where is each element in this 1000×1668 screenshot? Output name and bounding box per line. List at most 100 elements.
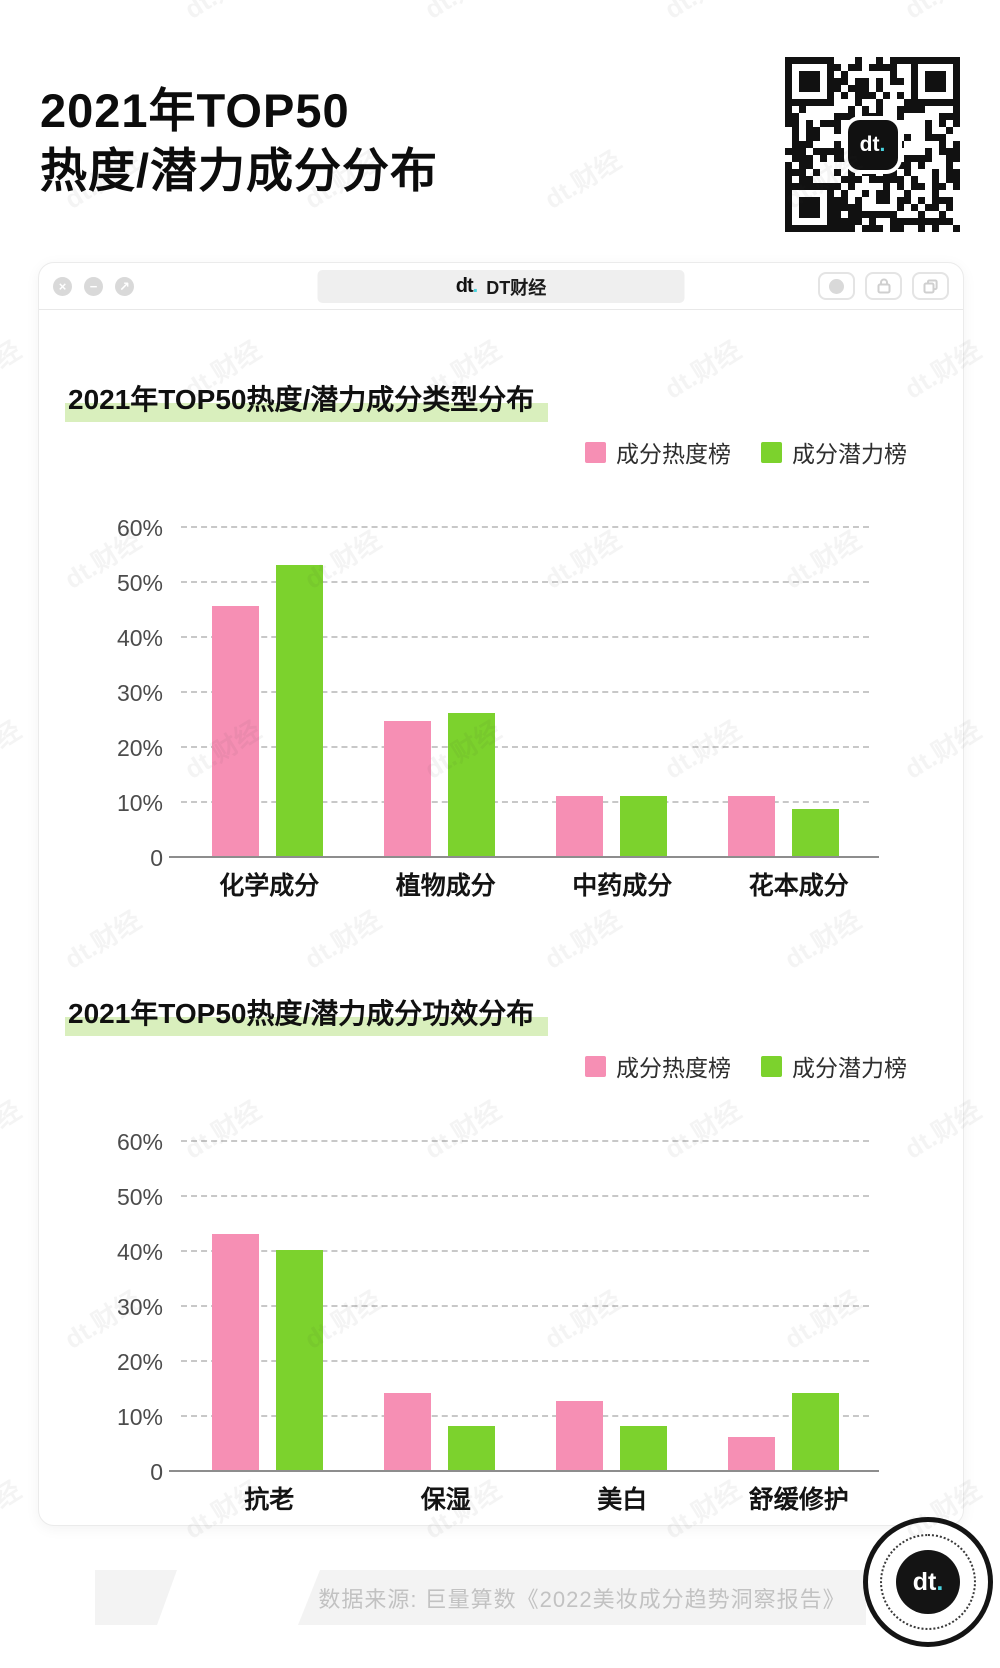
qr-module xyxy=(820,169,827,176)
qr-module xyxy=(813,190,820,197)
qr-module xyxy=(834,218,841,225)
qr-module xyxy=(904,155,911,162)
qr-module xyxy=(925,106,932,113)
qr-module xyxy=(932,85,939,92)
qr-module xyxy=(939,113,946,120)
qr-module xyxy=(939,190,946,197)
qr-module xyxy=(799,183,806,190)
qr-module xyxy=(918,113,925,120)
qr-module xyxy=(925,92,932,99)
qr-module xyxy=(918,64,925,71)
page-title: 2021年TOP50 热度/潜力成分分布 xyxy=(40,81,438,201)
qr-module xyxy=(932,183,939,190)
qr-module xyxy=(848,204,855,211)
qr-module xyxy=(946,113,953,120)
close-button[interactable]: × xyxy=(53,276,72,296)
qr-module xyxy=(904,141,911,148)
bar-成分潜力榜 xyxy=(791,809,839,856)
minimize-button[interactable]: − xyxy=(84,276,103,296)
tabs-button[interactable] xyxy=(912,272,949,300)
qr-module xyxy=(834,211,841,218)
qr-module xyxy=(890,71,897,78)
qr-module xyxy=(799,155,806,162)
qr-module xyxy=(834,162,841,169)
qr-module xyxy=(799,92,806,99)
qr-module xyxy=(953,176,960,183)
qr-module xyxy=(820,113,827,120)
qr-module xyxy=(792,57,799,64)
qr-module xyxy=(932,71,939,78)
qr-module xyxy=(869,176,876,183)
bar-group xyxy=(697,1127,869,1470)
bar-成分热度榜 xyxy=(727,1437,775,1470)
copy-icon xyxy=(923,279,938,293)
qr-module xyxy=(876,99,883,106)
qr-module xyxy=(834,120,841,127)
qr-module xyxy=(911,225,918,232)
qr-module xyxy=(855,218,862,225)
qr-module xyxy=(862,106,869,113)
qr-module xyxy=(904,211,911,218)
qr-module xyxy=(820,127,827,134)
qr-module xyxy=(869,211,876,218)
chart-plot-area: 60% 50% 40% 30% 20% 10% 0 xyxy=(63,1127,921,1485)
qr-module xyxy=(953,190,960,197)
qr-module xyxy=(820,155,827,162)
qr-module xyxy=(904,218,911,225)
qr-module xyxy=(848,99,855,106)
lock-button[interactable] xyxy=(865,272,902,300)
qr-module xyxy=(813,176,820,183)
qr-module xyxy=(792,211,799,218)
qr-module xyxy=(953,120,960,127)
bar-group xyxy=(353,1127,525,1470)
watermark-text: dt.财经 xyxy=(417,0,508,26)
profile-button[interactable] xyxy=(818,272,855,300)
qr-module xyxy=(897,197,904,204)
qr-module xyxy=(862,169,869,176)
qr-module xyxy=(820,197,827,204)
qr-module xyxy=(932,113,939,120)
legend-item: 成分热度榜 xyxy=(585,1049,731,1083)
qr-module xyxy=(785,148,792,155)
qr-module xyxy=(806,218,813,225)
qr-module xyxy=(841,162,848,169)
gridline xyxy=(181,1305,869,1307)
qr-module xyxy=(862,204,869,211)
expand-button[interactable]: ↗ xyxy=(115,276,134,296)
qr-module xyxy=(785,78,792,85)
bar-成分潜力榜 xyxy=(447,1426,495,1470)
qr-module xyxy=(883,113,890,120)
lock-icon xyxy=(877,278,890,294)
qr-module xyxy=(904,57,911,64)
qr-module xyxy=(897,99,904,106)
qr-module xyxy=(862,57,869,64)
page-title-line2: 热度/潜力成分分布 xyxy=(40,144,439,198)
qr-module xyxy=(862,64,869,71)
qr-module xyxy=(806,99,813,106)
y-tick-label: 20% xyxy=(116,735,163,761)
qr-module xyxy=(953,92,960,99)
qr-module xyxy=(820,190,827,197)
qr-module xyxy=(806,141,813,148)
legend-item: 成分热度榜 xyxy=(585,435,731,469)
qr-module xyxy=(904,106,911,113)
qr-module xyxy=(946,134,953,141)
qr-module xyxy=(925,78,932,85)
qr-module xyxy=(897,134,904,141)
qr-module xyxy=(799,197,806,204)
qr-module xyxy=(904,225,911,232)
qr-module xyxy=(806,71,813,78)
qr-module xyxy=(904,204,911,211)
qr-module xyxy=(925,225,932,232)
qr-module xyxy=(785,141,792,148)
qr-module xyxy=(813,141,820,148)
address-bar[interactable]: dt. DT财经 xyxy=(317,270,685,303)
qr-module xyxy=(911,162,918,169)
qr-module xyxy=(841,141,848,148)
data-source-text: 数据来源: 巨量算数《2022美妆成分趋势洞察报告》 xyxy=(318,1586,846,1612)
qr-module xyxy=(785,190,792,197)
circle-icon xyxy=(829,278,844,294)
qr-module xyxy=(946,99,953,106)
qr-module xyxy=(813,92,820,99)
qr-module xyxy=(848,78,855,85)
